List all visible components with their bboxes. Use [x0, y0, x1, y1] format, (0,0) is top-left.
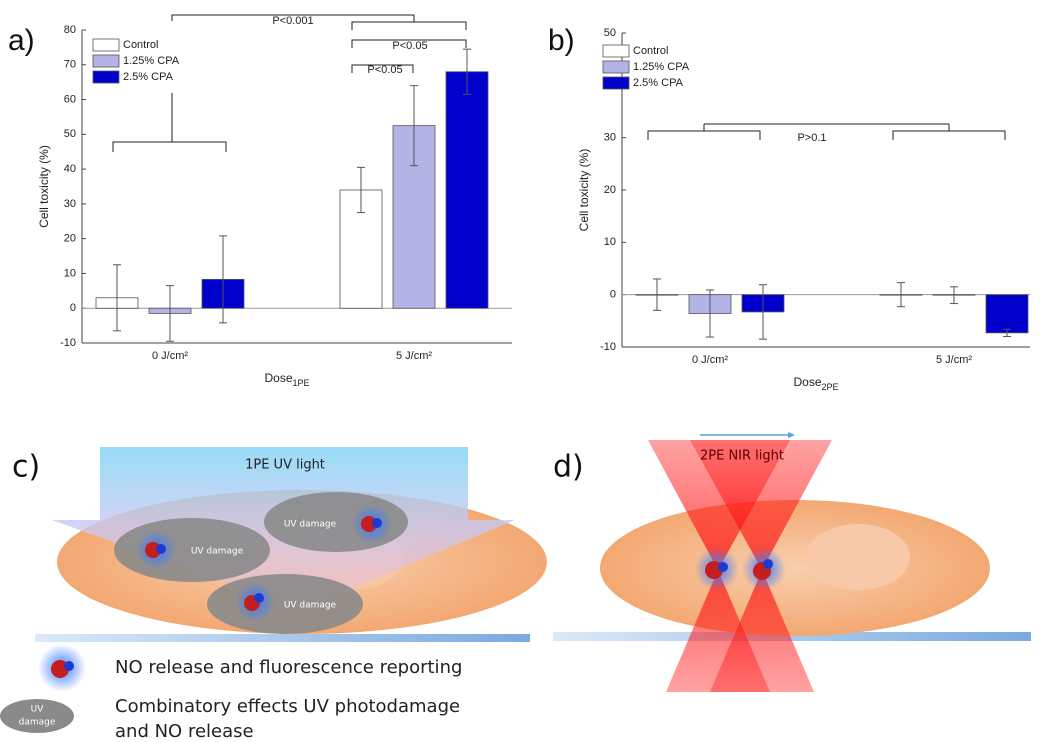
legend-label: 1.25% CPA	[123, 55, 180, 67]
light-label: 1PE UV light	[245, 458, 325, 473]
molecule	[136, 530, 176, 570]
y-axis-label: Cell toxicity (%)	[37, 145, 51, 228]
y-tick-label: 0	[610, 289, 616, 301]
figure: c) 1PE UV light UV damage UV damage UV d…	[0, 0, 1040, 742]
y-tick-label: 20	[604, 184, 616, 196]
legend-label: 2.5% CPA	[123, 71, 174, 83]
legend-text: NO release and fluorescence reporting	[115, 657, 462, 678]
y-tick-label: 0	[70, 302, 76, 314]
legend-swatch	[603, 45, 629, 57]
panel-label: c)	[12, 450, 40, 485]
illustration-d: d) 2PE NIR light	[553, 432, 1031, 692]
annotation: P<0.05	[367, 64, 402, 76]
y-tick-label: 40	[64, 163, 76, 175]
y-tick-label: 50	[604, 27, 616, 39]
glass-slide	[35, 634, 530, 642]
legend-label: Control	[123, 39, 158, 51]
molecule	[742, 547, 786, 591]
panel-label: b)	[548, 24, 575, 57]
cell	[600, 500, 990, 636]
illustration-c: c) 1PE UV light UV damage UV damage UV d…	[12, 447, 547, 642]
y-axis-label: Cell toxicity (%)	[577, 149, 591, 232]
chart: a) -10 0 10 20 30 40 50 60 70 80 Cell toxicity (%) D…	[8, 15, 512, 388]
bracket	[648, 124, 760, 140]
molecule	[352, 504, 392, 544]
x-axis-label-sub: 2PE	[822, 382, 839, 392]
x-axis-label-main: Dose	[793, 375, 821, 389]
y-tick-label: 10	[64, 267, 76, 279]
y-tick-label: 10	[604, 236, 616, 248]
legend-swatch	[93, 55, 119, 67]
x-tick-label: 5 J/cm²	[396, 350, 432, 362]
bracket	[113, 93, 226, 152]
x-axis-label: Dose2PE	[793, 375, 838, 392]
legend-swatch	[93, 39, 119, 51]
molecule	[695, 547, 739, 591]
legend-text: and NO release	[115, 721, 254, 742]
y-tick-label: -10	[600, 341, 616, 353]
x-tick-label: 5 J/cm²	[936, 354, 972, 366]
damage-label: UV damage	[284, 520, 337, 530]
panel-label: a)	[8, 24, 35, 57]
bar	[446, 72, 488, 308]
y-tick-label: 30	[604, 132, 616, 144]
molecule	[38, 644, 86, 692]
bar	[986, 295, 1028, 333]
x-tick-label: 0 J/cm²	[152, 350, 188, 362]
legend-swatch	[603, 61, 629, 73]
annotation: P<0.05	[392, 40, 427, 52]
damage-label: UV damage	[191, 547, 244, 557]
y-tick-label: 50	[64, 128, 76, 140]
legend-label: Control	[633, 45, 668, 57]
y-tick-label: -10	[60, 337, 76, 349]
y-tick-label: 30	[64, 198, 76, 210]
x-axis-label-main: Dose	[264, 371, 292, 385]
molecule	[235, 582, 275, 622]
y-tick-label: 80	[64, 24, 76, 36]
legend-label: 1.25% CPA	[633, 61, 690, 73]
scan-arrow-head	[788, 432, 795, 438]
x-axis-label-sub: 1PE	[293, 378, 310, 388]
damage-label: UV damage	[284, 601, 337, 611]
legend-swatch	[603, 77, 629, 89]
oval-label: damage	[19, 718, 56, 728]
legend-swatch	[93, 71, 119, 83]
legend-text: Combinatory effects UV photodamage	[115, 696, 460, 717]
illustration-legend: NO release and fluorescence reporting UV…	[0, 644, 462, 742]
bracket	[893, 124, 1005, 140]
annotation: P>0.1	[797, 132, 826, 144]
x-tick-label: 0 J/cm²	[692, 354, 728, 366]
y-tick-label: 60	[64, 93, 76, 105]
chart: b)-1001020304050Cell toxicity (%)Dose2PE…	[548, 24, 1030, 392]
panel-label: d)	[553, 450, 584, 485]
nucleus	[806, 524, 910, 590]
oval-label: UV	[31, 705, 45, 715]
y-tick-label: 20	[64, 233, 76, 245]
annotation: P<0.001	[272, 15, 313, 27]
bracket	[352, 15, 466, 30]
x-axis-label: Dose1PE	[264, 371, 309, 388]
light-label: 2PE NIR light	[700, 449, 784, 464]
y-tick-label: 70	[64, 59, 76, 71]
legend-label: 2.5% CPA	[633, 77, 684, 89]
